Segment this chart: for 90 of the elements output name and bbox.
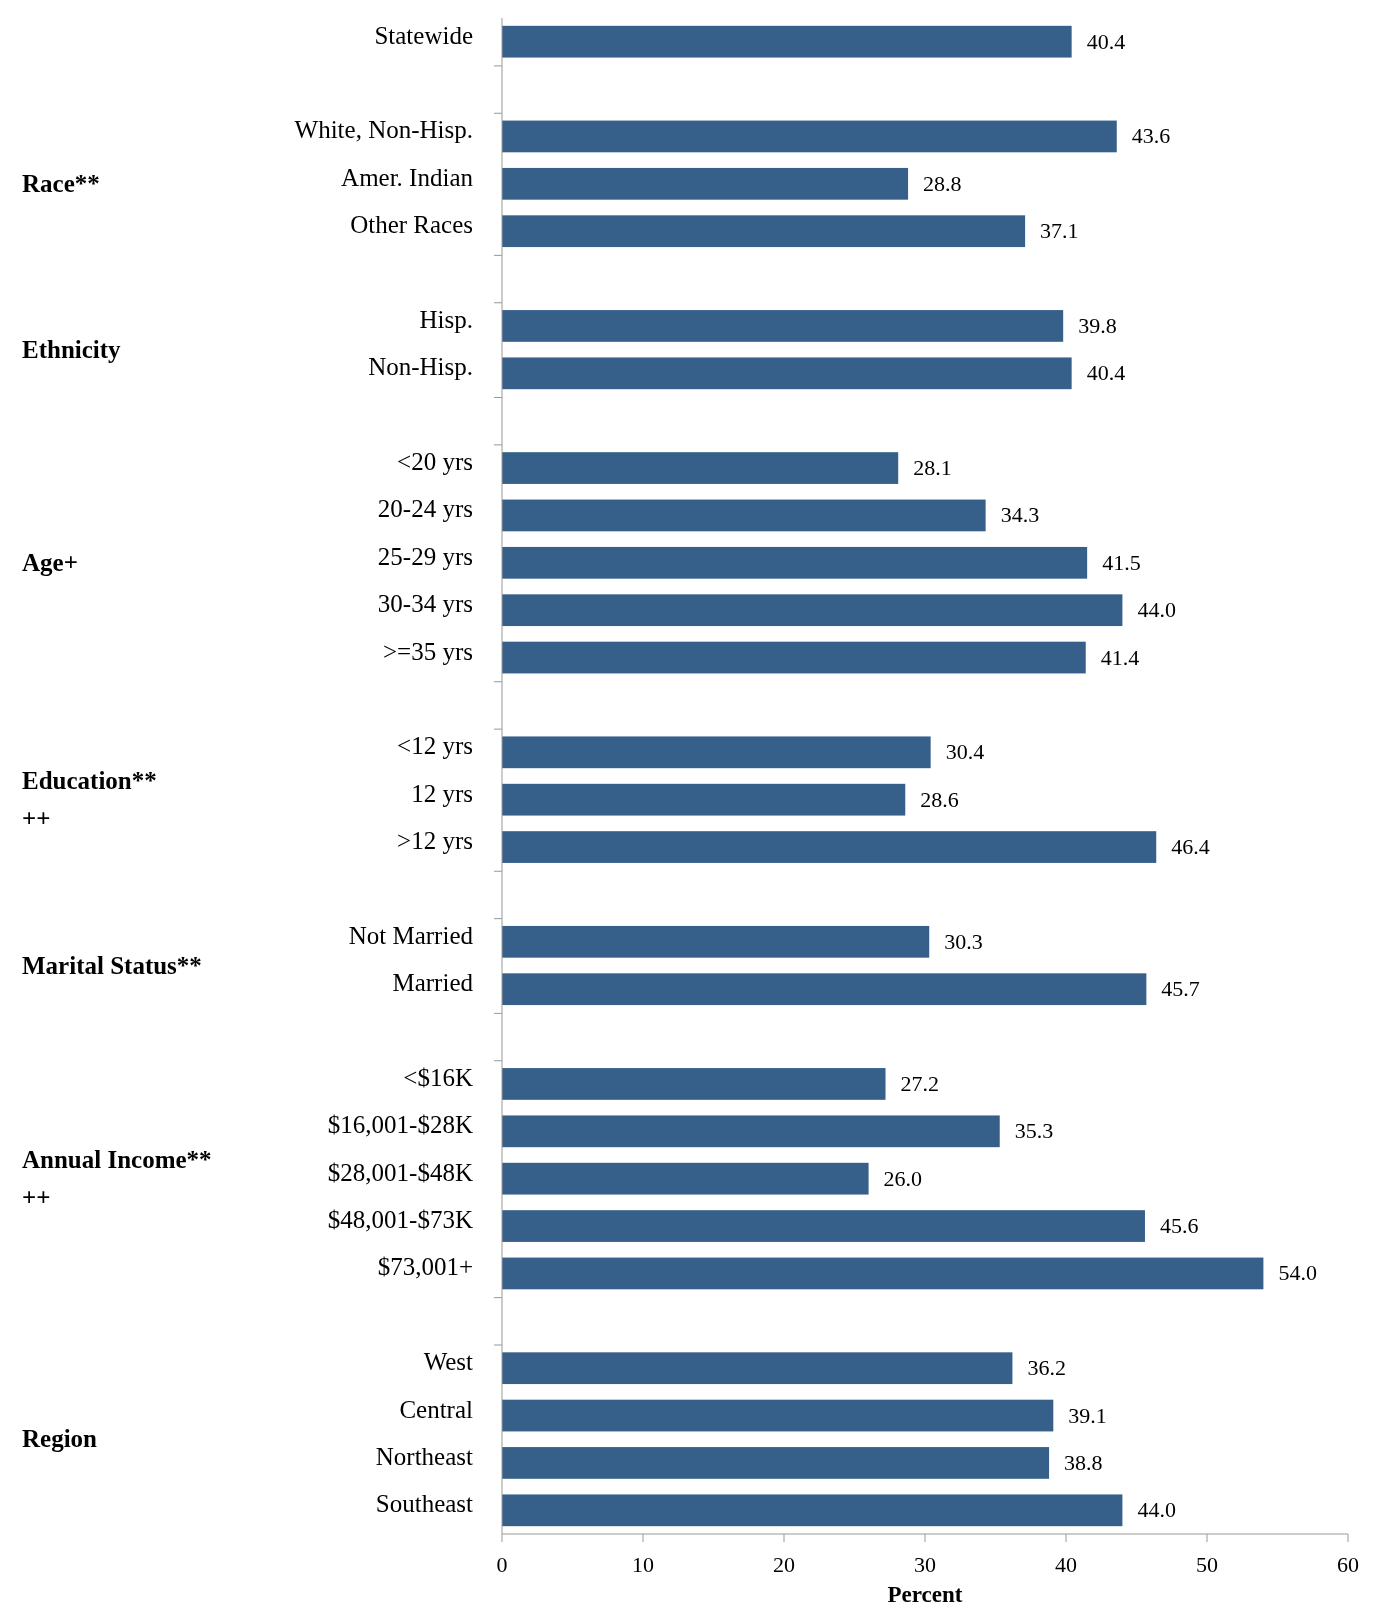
y-tick-label: White, Non-Hisp. — [294, 116, 473, 144]
data-label: 40.4 — [1086, 28, 1126, 54]
data-label: 38.8 — [1064, 1449, 1103, 1475]
text: Age+ — [22, 548, 78, 576]
y-tick-label: Statewide — [374, 21, 473, 49]
y-tick-label: Southeast — [375, 1490, 474, 1518]
bar — [502, 215, 1026, 248]
bar — [502, 452, 899, 484]
bar — [502, 1494, 1123, 1527]
bar — [502, 783, 906, 816]
y-tick-label: Hisp. — [419, 305, 473, 333]
data-label: 35.3 — [1014, 1118, 1054, 1144]
text: Race** — [22, 169, 100, 197]
y-tick-label: $28,001-$48K — [327, 1158, 473, 1186]
y-tick-label: $73,001+ — [377, 1253, 473, 1281]
y-tick-label: Not Married — [348, 921, 474, 949]
bar — [502, 1447, 1050, 1479]
bar — [502, 1068, 886, 1100]
y-tick-label: Other Races — [350, 211, 473, 239]
data-label: 30.4 — [945, 739, 985, 765]
data-label: 26.0 — [883, 1165, 923, 1191]
bar — [502, 1162, 869, 1195]
text: Annual Income** ++ — [22, 1145, 212, 1211]
bar — [502, 736, 931, 769]
bar — [502, 310, 1064, 342]
bar — [502, 594, 1123, 627]
data-label: 36.2 — [1027, 1355, 1066, 1381]
x-tick-label: 10 — [632, 1552, 654, 1577]
data-label: 45.6 — [1159, 1213, 1199, 1239]
x-tick-label: 40 — [1055, 1552, 1077, 1577]
data-label: 39.1 — [1068, 1402, 1107, 1428]
x-tick-label: 30 — [914, 1552, 936, 1577]
y-tick-label: >12 yrs — [397, 827, 473, 855]
text: Marital Status** — [22, 951, 202, 979]
x-tick-label: 20 — [773, 1552, 795, 1577]
y-tick-label: Northeast — [375, 1442, 474, 1470]
x-axis-title: Percent — [887, 1582, 963, 1607]
y-tick-label: Amer. Indian — [341, 163, 474, 191]
text: Ethnicity — [22, 335, 122, 363]
data-label: 41.4 — [1100, 644, 1140, 670]
bar — [502, 973, 1147, 1006]
bar — [502, 499, 986, 532]
data-label: 54.0 — [1278, 1260, 1317, 1286]
data-label: 39.8 — [1078, 312, 1117, 338]
y-tick-label: >=35 yrs — [382, 637, 473, 665]
y-tick-label: Married — [392, 969, 474, 997]
y-tick-label: <12 yrs — [397, 732, 473, 760]
bar — [502, 831, 1157, 863]
x-tick-label: 60 — [1337, 1552, 1359, 1577]
y-tick-label: 12 yrs — [411, 779, 473, 807]
y-tick-label: West — [423, 1348, 474, 1376]
data-label: 45.7 — [1161, 976, 1200, 1002]
data-label: 28.8 — [923, 170, 962, 196]
y-tick-label: $48,001-$73K — [327, 1206, 473, 1234]
data-label: 43.6 — [1131, 123, 1171, 149]
data-label: 37.1 — [1040, 218, 1079, 244]
text: Education** ++ — [22, 766, 157, 832]
x-tick-label: 50 — [1196, 1552, 1218, 1577]
data-label: 44.0 — [1137, 597, 1176, 623]
data-label: 28.1 — [913, 455, 952, 481]
data-label: 27.2 — [900, 1070, 940, 1096]
y-tick-label: Central — [399, 1395, 474, 1423]
data-label: 40.4 — [1086, 360, 1126, 386]
data-label: 28.6 — [920, 786, 959, 812]
x-tick-label: 0 — [496, 1552, 508, 1577]
bar — [502, 1257, 1264, 1290]
bar — [502, 641, 1086, 674]
bar — [502, 546, 1088, 579]
data-label: 44.0 — [1137, 1497, 1176, 1523]
bar — [502, 357, 1072, 390]
bar — [502, 1352, 1013, 1385]
bar — [502, 1399, 1054, 1432]
bar — [502, 1115, 1000, 1148]
data-label: 41.5 — [1102, 549, 1141, 575]
y-tick-label: 20-24 yrs — [377, 495, 473, 523]
data-label: 34.3 — [1000, 502, 1040, 528]
y-tick-label: 25-29 yrs — [377, 542, 473, 570]
data-label: 30.3 — [944, 928, 983, 954]
y-tick-label: <$16K — [403, 1063, 473, 1091]
bar — [502, 25, 1072, 58]
data-label: 46.4 — [1171, 834, 1210, 860]
y-tick-label: $16,001-$28K — [327, 1111, 473, 1139]
bar — [502, 120, 1117, 153]
y-tick-label: 30-34 yrs — [377, 590, 473, 618]
y-tick-label: <20 yrs — [397, 448, 473, 476]
bar — [502, 925, 930, 958]
text: Region — [22, 1425, 98, 1453]
y-tick-label: Non-Hisp. — [368, 353, 473, 381]
bar — [502, 167, 909, 200]
bar — [502, 1210, 1145, 1242]
